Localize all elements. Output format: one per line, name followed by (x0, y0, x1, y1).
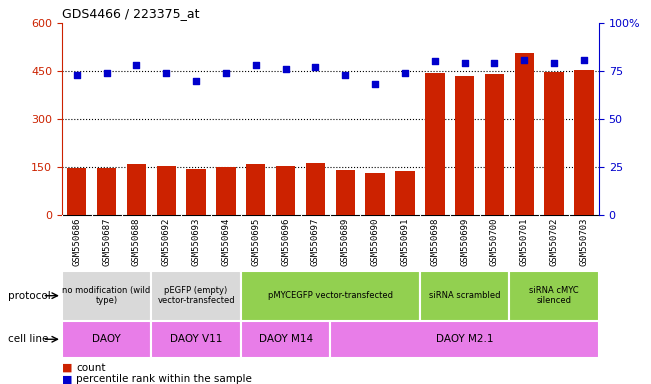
Bar (425, 73, 445, 215)
Bar (331, 321, 599, 358)
Text: GSM550692: GSM550692 (162, 218, 171, 266)
Point (549, 60, 559, 66)
Text: GSM550687: GSM550687 (102, 218, 111, 266)
Point (281, 66, 291, 72)
Text: GSM550699: GSM550699 (460, 218, 469, 266)
Text: protocol: protocol (8, 291, 51, 301)
Bar (574, 70, 594, 215)
Bar (97, 168, 117, 215)
Text: DAOY V11: DAOY V11 (170, 334, 222, 344)
Bar (157, 166, 176, 215)
Text: GSM550703: GSM550703 (579, 218, 589, 266)
Point (519, 56, 529, 63)
Point (400, 70, 410, 76)
Point (579, 56, 589, 63)
Point (132, 62, 142, 68)
Bar (246, 164, 266, 215)
Text: siRNA cMYC
silenced: siRNA cMYC silenced (529, 286, 579, 305)
Bar (127, 164, 146, 215)
Point (340, 72, 350, 78)
Text: GSM550689: GSM550689 (341, 218, 350, 266)
Text: cell line: cell line (8, 334, 48, 344)
Bar (186, 169, 206, 215)
Text: GSM550697: GSM550697 (311, 218, 320, 266)
Text: GSM550690: GSM550690 (370, 218, 380, 266)
Point (490, 60, 500, 66)
Text: GSM550701: GSM550701 (520, 218, 529, 266)
Point (370, 81, 380, 88)
Bar (455, 76, 475, 215)
Text: DAOY: DAOY (92, 334, 121, 344)
Text: GSM550695: GSM550695 (251, 218, 260, 266)
Bar (420, 271, 509, 321)
Bar (510, 271, 599, 321)
Bar (67, 168, 87, 215)
Text: GSM550691: GSM550691 (400, 218, 409, 266)
Text: siRNA scrambled: siRNA scrambled (429, 291, 501, 300)
Text: GSM550698: GSM550698 (430, 218, 439, 266)
Bar (241, 321, 330, 358)
Bar (515, 53, 534, 215)
Text: DAOY M14: DAOY M14 (258, 334, 312, 344)
Bar (276, 166, 296, 215)
Text: GSM550694: GSM550694 (221, 218, 230, 266)
Text: GSM550688: GSM550688 (132, 218, 141, 266)
Bar (485, 74, 504, 215)
Point (72, 72, 82, 78)
Bar (365, 174, 385, 215)
Bar (62, 271, 151, 321)
Text: ■: ■ (62, 363, 72, 373)
Point (102, 70, 112, 76)
Point (221, 70, 231, 76)
Text: GDS4466 / 223375_at: GDS4466 / 223375_at (62, 7, 199, 20)
Point (161, 70, 171, 76)
Text: GSM550693: GSM550693 (191, 218, 201, 266)
Bar (62, 321, 151, 358)
Text: percentile rank within the sample: percentile rank within the sample (76, 374, 252, 384)
Point (460, 60, 470, 66)
Text: GSM550702: GSM550702 (549, 218, 559, 266)
Bar (151, 271, 241, 321)
Bar (395, 171, 415, 215)
Bar (216, 167, 236, 215)
Bar (241, 271, 420, 321)
Point (311, 64, 321, 70)
Text: no modification (wild
type): no modification (wild type) (62, 286, 151, 305)
Point (191, 78, 201, 84)
Text: DAOY M2.1: DAOY M2.1 (436, 334, 493, 344)
Text: pMYCEGFP vector-transfected: pMYCEGFP vector-transfected (268, 291, 393, 300)
Text: ■: ■ (62, 374, 72, 384)
Text: GSM550696: GSM550696 (281, 218, 290, 266)
Text: GSM550686: GSM550686 (72, 218, 81, 266)
Bar (336, 170, 355, 215)
Text: GSM550700: GSM550700 (490, 218, 499, 266)
Text: count: count (76, 363, 105, 373)
Bar (544, 72, 564, 215)
Text: pEGFP (empty)
vector-transfected: pEGFP (empty) vector-transfected (158, 286, 235, 305)
Point (430, 58, 440, 65)
Bar (151, 321, 241, 358)
Point (251, 62, 261, 68)
Bar (306, 163, 325, 215)
